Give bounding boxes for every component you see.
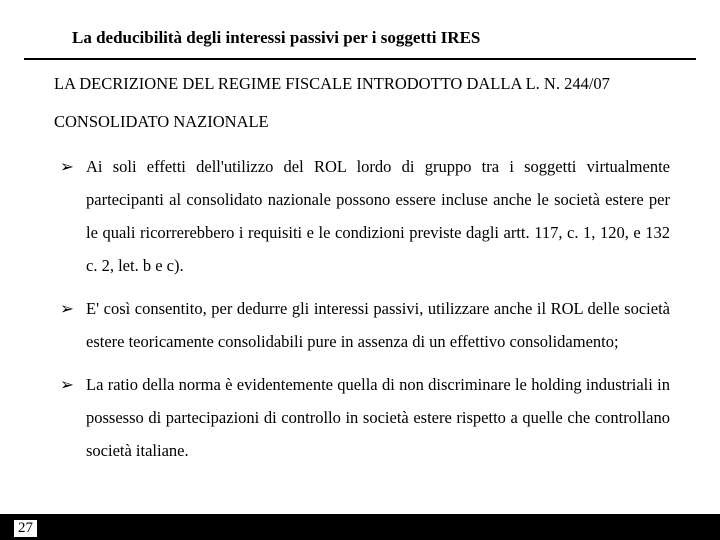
list-item: ➢ E' così consentito, per dedurre gli in… [54,292,670,358]
bullet-list: ➢ Ai soli effetti dell'utilizzo del ROL … [54,150,670,467]
arrow-icon: ➢ [60,292,74,325]
footer-bar [0,514,720,540]
list-item: ➢ La ratio della norma è evidentemente q… [54,368,670,467]
slide-page: La deducibilità degli interessi passivi … [0,0,720,540]
list-item-text: E' così consentito, per dedurre gli inte… [86,299,670,351]
section-heading: CONSOLIDATO NAZIONALE [54,112,670,132]
list-item-text: Ai soli effetti dell'utilizzo del ROL lo… [86,157,670,275]
list-item-text: La ratio della norma è evidentemente que… [86,375,670,460]
content-area: LA DECRIZIONE DEL REGIME FISCALE INTRODO… [0,60,720,467]
arrow-icon: ➢ [60,150,74,183]
page-title: La deducibilità degli interessi passivi … [72,28,670,48]
page-number: 27 [14,520,37,537]
header: La deducibilità degli interessi passivi … [0,0,720,54]
arrow-icon: ➢ [60,368,74,401]
subtitle: LA DECRIZIONE DEL REGIME FISCALE INTRODO… [54,74,670,94]
list-item: ➢ Ai soli effetti dell'utilizzo del ROL … [54,150,670,282]
